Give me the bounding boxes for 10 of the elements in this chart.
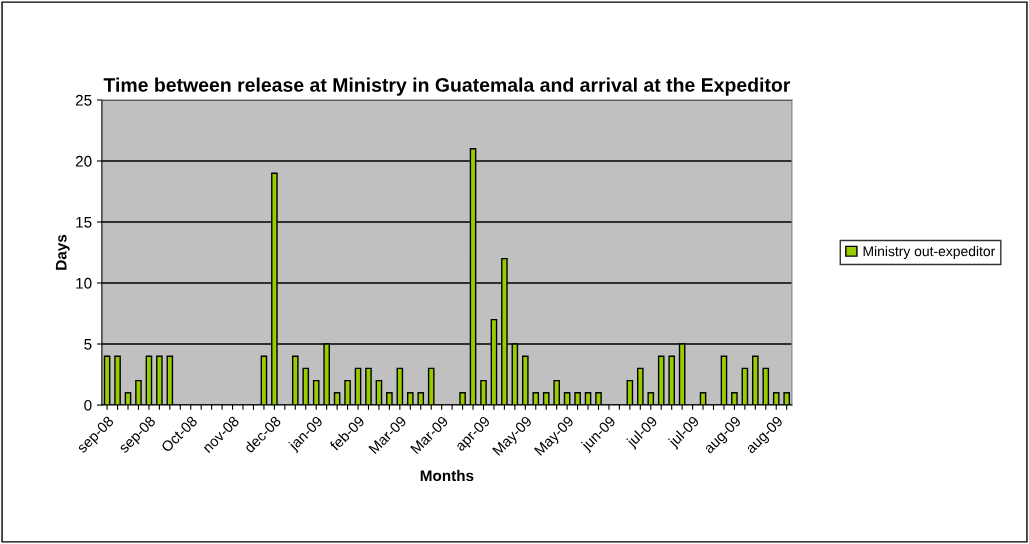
y-axis-title: Days: [55, 234, 70, 270]
y-tick-label: 10: [76, 277, 92, 289]
y-tick-label: 5: [84, 339, 92, 350]
y-tick-label: 0: [84, 399, 92, 411]
y-tick-label: 25: [75, 94, 92, 106]
chart-title: Time between release at Ministry in Guatemala and arrival at the Expeditor: [103, 77, 791, 96]
y-tick-label: 20: [75, 155, 92, 167]
y-tick-label: 15: [76, 217, 92, 228]
legend-label: Ministry out-expeditor: [863, 246, 996, 259]
x-axis-title: Months: [420, 469, 474, 482]
